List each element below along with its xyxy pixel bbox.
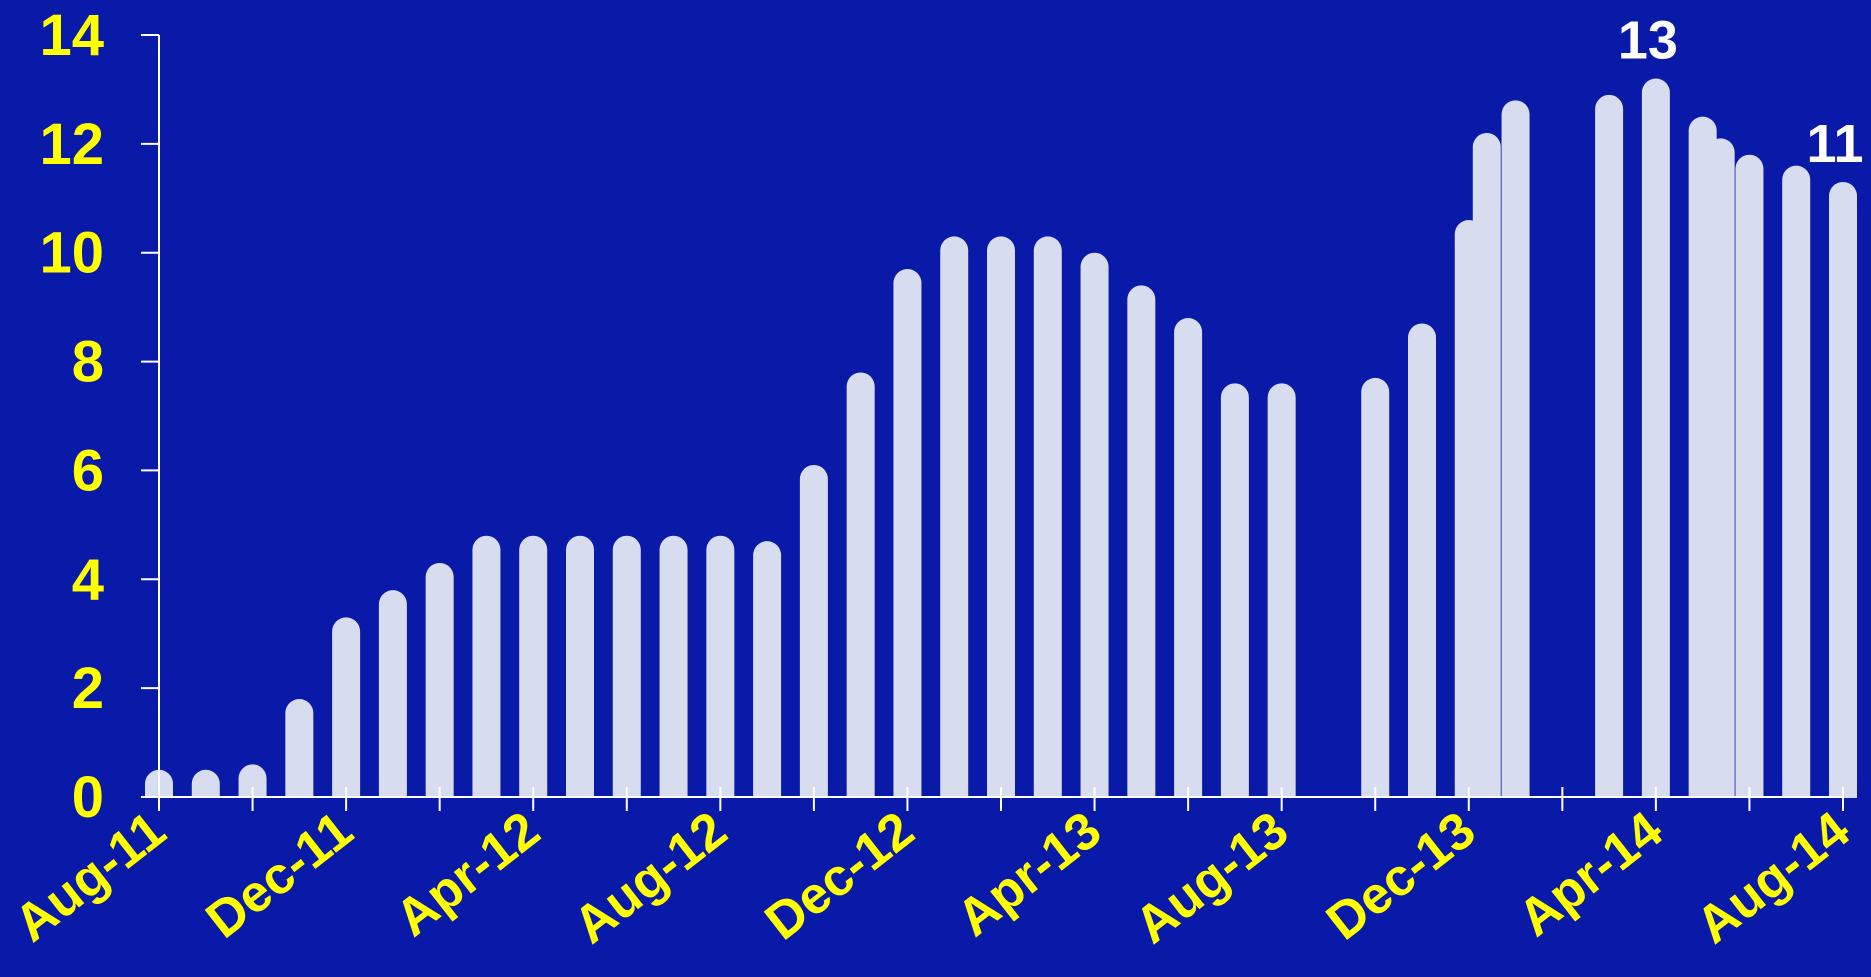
bar bbox=[1782, 165, 1811, 812]
bar bbox=[940, 236, 969, 811]
y-tick-label: 12 bbox=[39, 112, 104, 177]
bar bbox=[1501, 100, 1530, 812]
y-tick-label: 14 bbox=[39, 3, 104, 68]
bar bbox=[1267, 383, 1296, 811]
bar bbox=[706, 535, 735, 811]
bar bbox=[612, 535, 641, 811]
bar bbox=[1472, 132, 1501, 811]
bar bbox=[1595, 94, 1624, 811]
bar bbox=[285, 699, 314, 811]
baseline-mask bbox=[0, 798, 1871, 977]
bar bbox=[659, 535, 688, 811]
bar bbox=[1080, 252, 1109, 811]
bar bbox=[753, 541, 782, 811]
bar bbox=[425, 562, 454, 811]
bar bbox=[1829, 181, 1857, 811]
bar bbox=[332, 617, 361, 811]
y-tick-label: 0 bbox=[72, 765, 104, 830]
bar bbox=[472, 535, 501, 811]
bar bbox=[1408, 323, 1436, 811]
bar bbox=[1127, 285, 1156, 811]
bar bbox=[1174, 318, 1203, 811]
bar bbox=[1220, 383, 1249, 811]
bar bbox=[566, 535, 594, 811]
y-tick-label: 6 bbox=[72, 438, 104, 503]
bar bbox=[893, 269, 922, 811]
bar bbox=[846, 372, 875, 811]
bar bbox=[1641, 78, 1670, 812]
bar bbox=[378, 590, 407, 811]
y-tick-label: 2 bbox=[72, 656, 104, 721]
bar bbox=[519, 535, 548, 811]
bar bbox=[1033, 236, 1062, 811]
y-tick-label: 4 bbox=[72, 547, 104, 612]
bar bbox=[799, 464, 828, 811]
bar bbox=[987, 236, 1015, 811]
bar bbox=[1735, 154, 1764, 811]
data-label: 13 bbox=[1618, 11, 1678, 71]
bar bbox=[1361, 377, 1390, 811]
bar bbox=[1706, 138, 1735, 811]
y-tick-label: 10 bbox=[39, 221, 104, 286]
y-tick-label: 8 bbox=[72, 330, 104, 395]
data-label: 11 bbox=[1806, 114, 1863, 174]
